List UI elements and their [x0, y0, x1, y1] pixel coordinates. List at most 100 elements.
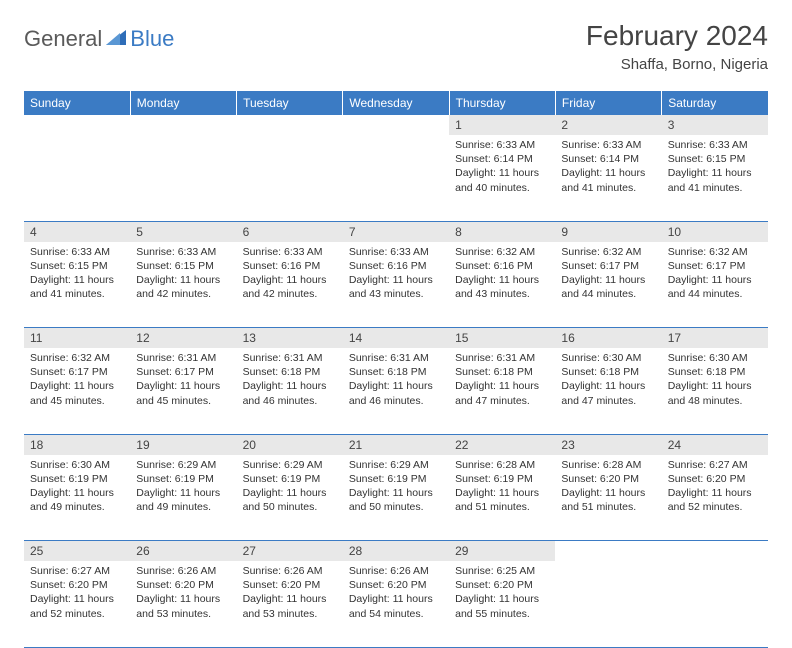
day-number-cell: 14 [343, 328, 449, 349]
day-details: Sunrise: 6:33 AMSunset: 6:14 PMDaylight:… [449, 135, 555, 199]
day-number-cell: 4 [24, 221, 130, 242]
day-number-cell: 15 [449, 328, 555, 349]
day-number-cell: 28 [343, 541, 449, 562]
day-details: Sunrise: 6:27 AMSunset: 6:20 PMDaylight:… [24, 561, 130, 625]
day-details: Sunrise: 6:30 AMSunset: 6:18 PMDaylight:… [662, 348, 768, 412]
day-details: Sunrise: 6:26 AMSunset: 6:20 PMDaylight:… [130, 561, 236, 625]
brand-logo: General Blue [24, 26, 174, 52]
weekday-header: Saturday [662, 91, 768, 115]
weekday-header: Monday [130, 91, 236, 115]
day-cell: Sunrise: 6:33 AMSunset: 6:14 PMDaylight:… [449, 135, 555, 221]
day-number-cell: 20 [237, 434, 343, 455]
day-number-cell: 25 [24, 541, 130, 562]
brand-text-2: Blue [130, 26, 174, 52]
day-cell: Sunrise: 6:33 AMSunset: 6:16 PMDaylight:… [237, 242, 343, 328]
day-number-cell: 23 [555, 434, 661, 455]
day-cell: Sunrise: 6:26 AMSunset: 6:20 PMDaylight:… [130, 561, 236, 647]
day-details: Sunrise: 6:26 AMSunset: 6:20 PMDaylight:… [343, 561, 449, 625]
day-cell: Sunrise: 6:33 AMSunset: 6:15 PMDaylight:… [662, 135, 768, 221]
day-number-cell [662, 541, 768, 562]
day-details: Sunrise: 6:33 AMSunset: 6:15 PMDaylight:… [130, 242, 236, 306]
day-cell: Sunrise: 6:27 AMSunset: 6:20 PMDaylight:… [662, 455, 768, 541]
day-details: Sunrise: 6:33 AMSunset: 6:15 PMDaylight:… [662, 135, 768, 199]
day-number-cell [555, 541, 661, 562]
day-details: Sunrise: 6:31 AMSunset: 6:17 PMDaylight:… [130, 348, 236, 412]
day-details: Sunrise: 6:32 AMSunset: 6:17 PMDaylight:… [555, 242, 661, 306]
day-details: Sunrise: 6:30 AMSunset: 6:18 PMDaylight:… [555, 348, 661, 412]
day-number-cell: 22 [449, 434, 555, 455]
day-details: Sunrise: 6:28 AMSunset: 6:19 PMDaylight:… [449, 455, 555, 519]
day-number-cell [343, 115, 449, 135]
brand-triangle-icon [106, 28, 128, 51]
day-details: Sunrise: 6:30 AMSunset: 6:19 PMDaylight:… [24, 455, 130, 519]
brand-text-1: General [24, 26, 102, 52]
day-cell: Sunrise: 6:26 AMSunset: 6:20 PMDaylight:… [343, 561, 449, 647]
day-details: Sunrise: 6:27 AMSunset: 6:20 PMDaylight:… [662, 455, 768, 519]
day-cell [237, 135, 343, 221]
day-details: Sunrise: 6:25 AMSunset: 6:20 PMDaylight:… [449, 561, 555, 625]
weekday-header: Thursday [449, 91, 555, 115]
day-number-cell: 29 [449, 541, 555, 562]
day-details: Sunrise: 6:32 AMSunset: 6:16 PMDaylight:… [449, 242, 555, 306]
day-number-cell: 13 [237, 328, 343, 349]
day-cell: Sunrise: 6:28 AMSunset: 6:20 PMDaylight:… [555, 455, 661, 541]
day-number-cell [130, 115, 236, 135]
calendar-table: SundayMondayTuesdayWednesdayThursdayFrid… [24, 91, 768, 648]
day-cell: Sunrise: 6:31 AMSunset: 6:18 PMDaylight:… [449, 348, 555, 434]
day-number-cell [237, 115, 343, 135]
day-cell: Sunrise: 6:31 AMSunset: 6:18 PMDaylight:… [343, 348, 449, 434]
day-cell [130, 135, 236, 221]
day-cell: Sunrise: 6:30 AMSunset: 6:18 PMDaylight:… [555, 348, 661, 434]
day-cell: Sunrise: 6:32 AMSunset: 6:17 PMDaylight:… [662, 242, 768, 328]
day-number-cell: 24 [662, 434, 768, 455]
day-number-cell: 1 [449, 115, 555, 135]
day-number-cell: 21 [343, 434, 449, 455]
day-number-cell: 2 [555, 115, 661, 135]
day-cell: Sunrise: 6:33 AMSunset: 6:14 PMDaylight:… [555, 135, 661, 221]
day-details: Sunrise: 6:26 AMSunset: 6:20 PMDaylight:… [237, 561, 343, 625]
day-cell: Sunrise: 6:32 AMSunset: 6:17 PMDaylight:… [555, 242, 661, 328]
page-header: General Blue February 2024 Shaffa, Borno… [24, 20, 768, 73]
day-cell: Sunrise: 6:33 AMSunset: 6:15 PMDaylight:… [24, 242, 130, 328]
day-number-cell: 3 [662, 115, 768, 135]
day-number-cell: 11 [24, 328, 130, 349]
month-title: February 2024 [586, 20, 768, 52]
day-cell: Sunrise: 6:32 AMSunset: 6:16 PMDaylight:… [449, 242, 555, 328]
day-cell: Sunrise: 6:31 AMSunset: 6:18 PMDaylight:… [237, 348, 343, 434]
day-cell: Sunrise: 6:26 AMSunset: 6:20 PMDaylight:… [237, 561, 343, 647]
day-details: Sunrise: 6:31 AMSunset: 6:18 PMDaylight:… [237, 348, 343, 412]
day-number-cell: 9 [555, 221, 661, 242]
day-cell: Sunrise: 6:27 AMSunset: 6:20 PMDaylight:… [24, 561, 130, 647]
day-cell: Sunrise: 6:28 AMSunset: 6:19 PMDaylight:… [449, 455, 555, 541]
day-cell [343, 135, 449, 221]
day-details: Sunrise: 6:32 AMSunset: 6:17 PMDaylight:… [24, 348, 130, 412]
day-number-cell: 12 [130, 328, 236, 349]
day-cell [662, 561, 768, 647]
day-cell [555, 561, 661, 647]
day-cell: Sunrise: 6:33 AMSunset: 6:15 PMDaylight:… [130, 242, 236, 328]
day-cell: Sunrise: 6:30 AMSunset: 6:18 PMDaylight:… [662, 348, 768, 434]
day-cell: Sunrise: 6:33 AMSunset: 6:16 PMDaylight:… [343, 242, 449, 328]
day-number-cell: 18 [24, 434, 130, 455]
day-number-cell: 27 [237, 541, 343, 562]
day-number-cell: 26 [130, 541, 236, 562]
day-number-cell: 17 [662, 328, 768, 349]
weekday-header: Wednesday [343, 91, 449, 115]
day-cell: Sunrise: 6:29 AMSunset: 6:19 PMDaylight:… [343, 455, 449, 541]
day-cell: Sunrise: 6:30 AMSunset: 6:19 PMDaylight:… [24, 455, 130, 541]
day-number-cell: 5 [130, 221, 236, 242]
day-details: Sunrise: 6:28 AMSunset: 6:20 PMDaylight:… [555, 455, 661, 519]
weekday-header: Friday [555, 91, 661, 115]
day-number-cell: 16 [555, 328, 661, 349]
day-cell: Sunrise: 6:31 AMSunset: 6:17 PMDaylight:… [130, 348, 236, 434]
location-subtitle: Shaffa, Borno, Nigeria [586, 56, 768, 73]
calendar-header-row: SundayMondayTuesdayWednesdayThursdayFrid… [24, 91, 768, 115]
day-number-cell: 19 [130, 434, 236, 455]
day-cell [24, 135, 130, 221]
day-details: Sunrise: 6:33 AMSunset: 6:15 PMDaylight:… [24, 242, 130, 306]
weekday-header: Sunday [24, 91, 130, 115]
day-details: Sunrise: 6:29 AMSunset: 6:19 PMDaylight:… [237, 455, 343, 519]
day-number-cell: 7 [343, 221, 449, 242]
day-details: Sunrise: 6:33 AMSunset: 6:16 PMDaylight:… [343, 242, 449, 306]
day-number-cell: 10 [662, 221, 768, 242]
